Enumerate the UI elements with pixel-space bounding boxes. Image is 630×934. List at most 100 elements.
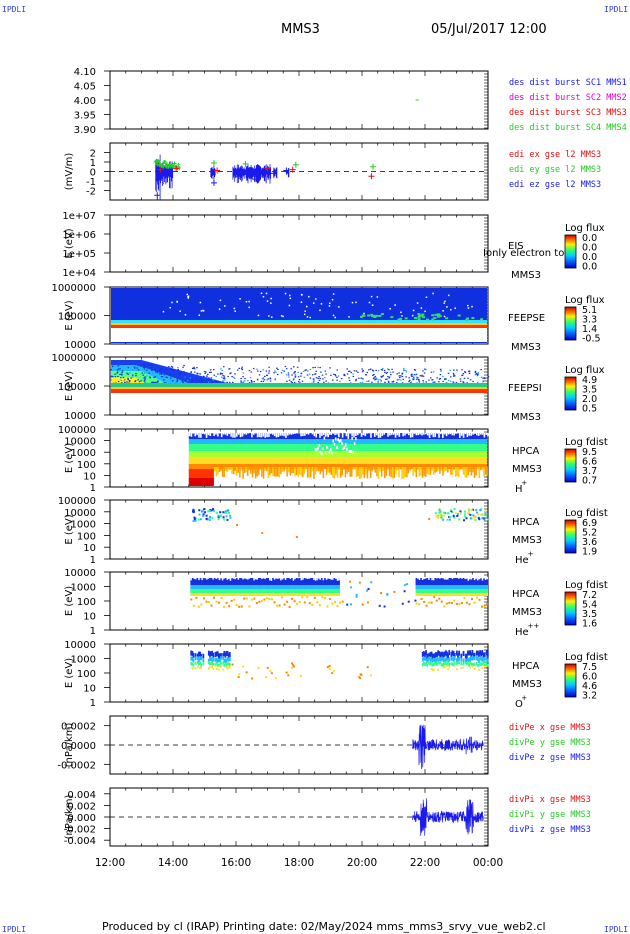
spectrogram-cell	[438, 433, 440, 438]
panel-hpca-he2-ytick-label: 10	[83, 612, 96, 623]
spectrogram-cell	[359, 382, 362, 384]
spectrogram-cell	[325, 373, 327, 375]
spectrogram-cell	[202, 309, 204, 312]
spectrogram-cell	[450, 656, 453, 661]
edi-data-point	[157, 166, 164, 173]
panel-hpca-he1-colorbar-tick: 1.9	[582, 547, 597, 558]
spectrogram-cell	[182, 366, 184, 368]
spectrogram-cell	[209, 577, 211, 578]
panel-eis-colorbar	[564, 234, 577, 269]
spectrogram-cell	[196, 661, 199, 665]
panel-hpca-h-ytick-label: 100000	[58, 425, 96, 436]
spectrogram-cell	[209, 433, 212, 437]
spectrogram-cell	[376, 296, 379, 298]
spectrogram-cell	[407, 467, 410, 474]
spectrogram-cell	[485, 656, 488, 661]
spectrogram-cell	[293, 378, 295, 380]
spectrogram-cell	[240, 605, 243, 608]
spectrogram-cell	[417, 377, 419, 379]
spectrogram-cell	[356, 433, 359, 436]
spectrogram-cell	[442, 433, 444, 438]
spectrogram-cell	[297, 371, 300, 373]
spectrogram-cell	[204, 577, 206, 579]
panel-hpca-he1-ylabel: E (eV)	[64, 514, 75, 544]
spectrogram-cell	[453, 508, 456, 511]
spectrogram-cell	[417, 467, 419, 470]
spectrogram-cell	[253, 577, 255, 581]
spectrogram-cell	[431, 653, 434, 659]
spectrogram-cell	[466, 433, 469, 438]
spectrogram-cell	[218, 663, 221, 667]
spectrogram-cell	[251, 381, 253, 383]
spectrogram-cell	[176, 378, 179, 380]
spectrogram-cell	[409, 433, 412, 438]
spectrogram-cell	[217, 433, 219, 437]
spectrogram-cell	[355, 301, 357, 304]
spectrogram-cell	[458, 656, 461, 661]
spectrogram-cell	[472, 433, 474, 435]
spectrogram-cell	[413, 467, 416, 473]
hpca-h-band	[188, 444, 487, 451]
spectrogram-cell	[415, 602, 418, 605]
spectrogram-cell	[206, 373, 209, 375]
spectrogram-cell	[432, 371, 435, 373]
spectrogram-cell	[428, 433, 431, 438]
spectrogram-cell	[449, 509, 452, 512]
spectrogram-cell	[347, 467, 350, 472]
spectrogram-cell	[243, 577, 246, 579]
spectrogram-cell	[445, 650, 447, 656]
spectrogram-cell	[309, 316, 311, 319]
spectrogram-cell	[192, 367, 194, 370]
spectrogram-cell	[383, 605, 386, 608]
spectrogram-cell	[387, 368, 389, 370]
spectrogram-cell	[468, 663, 470, 667]
spectrogram-cell	[395, 382, 398, 384]
spectrogram-cell	[375, 369, 377, 372]
corner-label-top-right: IPDLI	[604, 5, 629, 14]
spectrogram-cell	[127, 379, 129, 381]
spectrogram-cell	[312, 302, 315, 304]
panel-hpca-he1-colorbar-tick: 6.9	[582, 518, 597, 529]
spectrogram-cell	[429, 662, 432, 666]
spectrogram-cell	[386, 378, 388, 380]
panel-hpca-h-colorbar-tick: 3.7	[582, 466, 597, 477]
spectrogram-cell	[146, 375, 148, 377]
spectrogram-cell	[411, 314, 414, 317]
spectrogram-cell	[348, 377, 350, 379]
spectrogram-cell	[444, 300, 446, 303]
spectrogram-cell	[476, 373, 478, 375]
spectrogram-cell	[453, 369, 455, 371]
spectrogram-cell	[315, 370, 317, 372]
spectrogram-cell	[282, 315, 284, 318]
spectrogram-cell	[433, 316, 437, 319]
spectrogram-cell	[414, 374, 416, 376]
spectrogram-cell	[171, 365, 173, 368]
spectrogram-cell	[251, 380, 253, 383]
spectrogram-cell	[262, 369, 264, 371]
spectrogram-cell	[442, 375, 444, 378]
spectrogram-cell	[227, 653, 230, 659]
spectrogram-cell	[259, 467, 262, 470]
spectrogram-cell	[440, 467, 443, 471]
spectrogram-cell	[317, 467, 320, 472]
spectrogram-cell	[391, 381, 393, 383]
spectrogram-cell	[272, 577, 274, 578]
spectrogram-cell	[358, 676, 361, 679]
spectrogram-cell	[435, 652, 437, 658]
spectrogram-cell	[412, 309, 415, 312]
spectrogram-cell	[228, 433, 231, 435]
spectrogram-cell	[209, 369, 212, 371]
panel-hpca-he1-colorbar-tick: 5.2	[582, 528, 597, 539]
edi-data-point	[210, 159, 217, 166]
spectrogram-cell	[324, 370, 327, 372]
spectrogram-cell	[469, 666, 472, 669]
spectrogram-cell	[450, 662, 453, 666]
panel-feepse-colorbar-tick: 5.1	[582, 305, 597, 316]
spectrogram-cell	[443, 658, 446, 663]
spectrogram-cell	[408, 377, 410, 379]
spectrogram-cell	[404, 317, 408, 320]
spectrogram-cell	[248, 577, 251, 579]
spectrogram-cell	[366, 433, 369, 434]
spectrogram-cell	[148, 372, 151, 374]
spectrogram-cell	[486, 602, 489, 605]
